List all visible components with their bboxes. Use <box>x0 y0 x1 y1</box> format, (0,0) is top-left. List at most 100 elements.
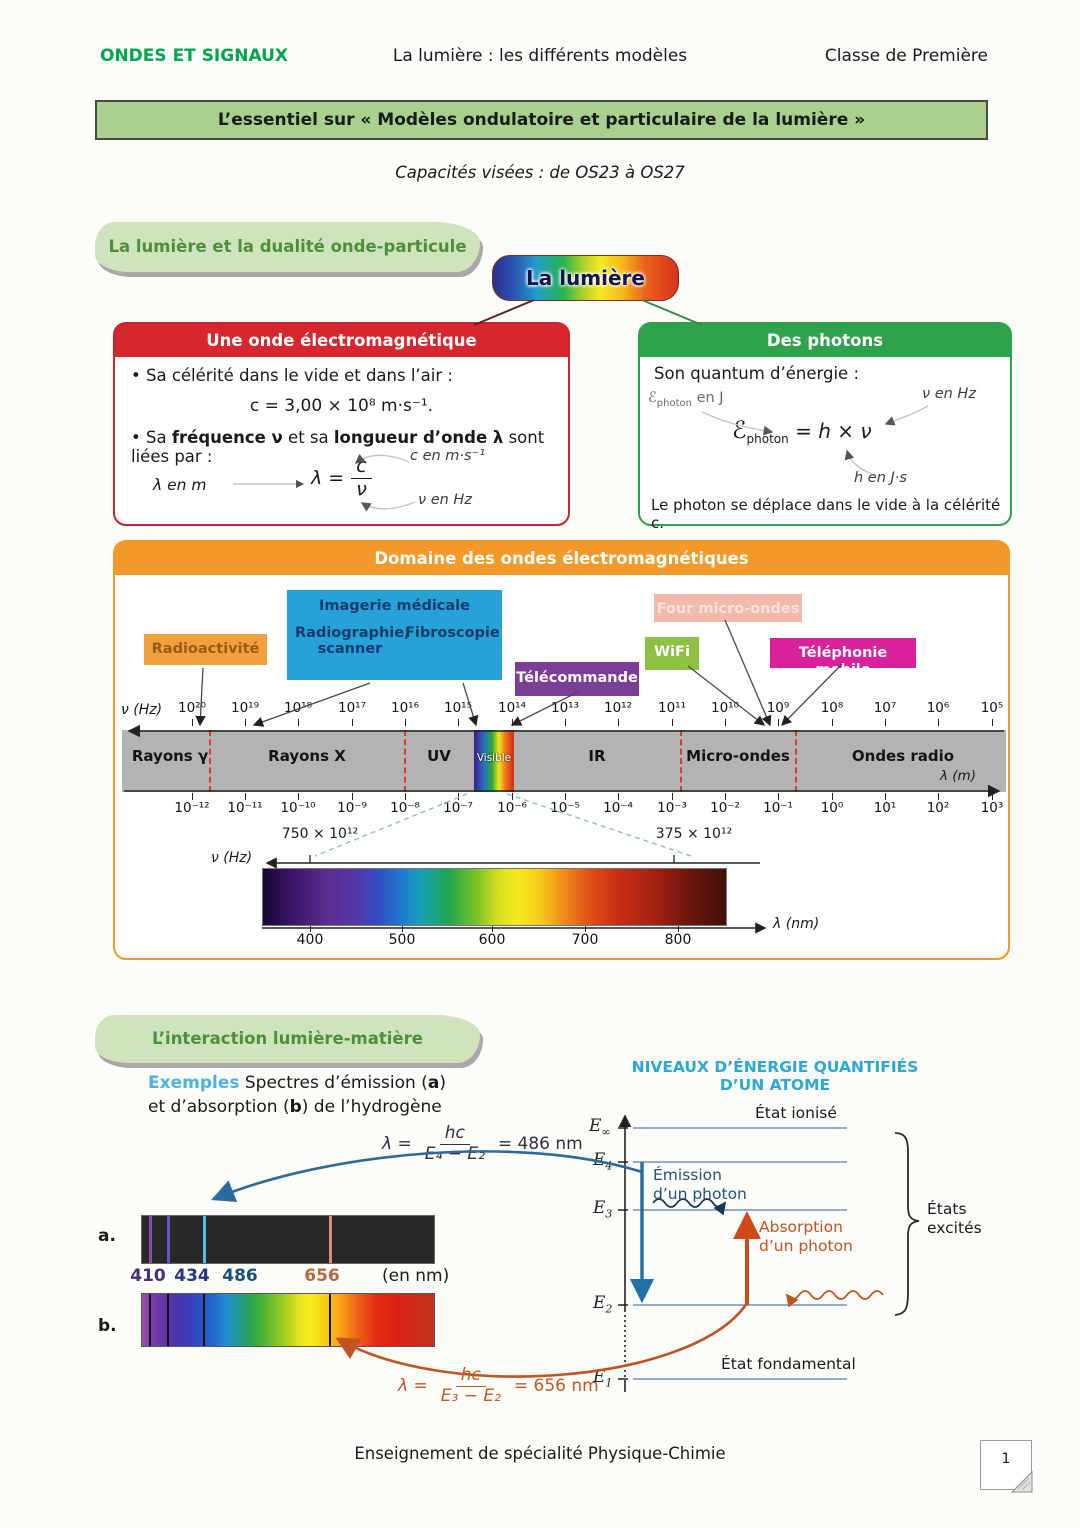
band-micro-ondes: Micro-ondes <box>686 747 790 765</box>
band-uv: UV <box>427 747 451 765</box>
freq-tick: 10⁶ <box>913 700 963 726</box>
freq-axis-label: ν (Hz) <box>121 702 163 718</box>
level-e1: E1 <box>593 1367 613 1390</box>
zoom-wl-tick: 700 <box>560 926 610 948</box>
level-e-inf: E∞ <box>589 1116 611 1139</box>
spectrum-a-label: a. <box>98 1226 116 1246</box>
freq-tick: 10¹⁷ <box>327 700 377 726</box>
emission-formula: λ = hc E₄ − E₂ = 486 nm <box>382 1123 583 1164</box>
section1-heading: La lumière et la dualité onde-particule <box>95 222 480 272</box>
photon-outro: Le photon se déplace dans le vide à la c… <box>651 496 1001 532</box>
wave-relation-text: • Sa fréquence ν et sa longueur d’onde λ… <box>131 428 545 466</box>
wave-card: Une onde électromagnétique • Sa célérité… <box>113 322 570 526</box>
freq-tick: 10⁸ <box>807 700 857 726</box>
zoom-wl-tick: 600 <box>467 926 517 948</box>
photon-energy-unit: ℰphoton en J <box>648 390 724 409</box>
absorption-formula-lhs: λ = <box>398 1376 428 1397</box>
header-center: La lumière : les différents modèles <box>392 46 688 66</box>
band-ir: IR <box>588 747 606 765</box>
section2-heading: L’interaction lumière-matière <box>95 1015 480 1063</box>
wl-tick: 10⁻⁴ <box>593 793 643 816</box>
level-e2: E2 <box>593 1293 613 1316</box>
header-left: ONDES ET SIGNAUX <box>100 46 288 66</box>
tag-wifi: WiFi <box>645 637 699 670</box>
wl-tick: 10⁻² <box>700 793 750 816</box>
emission-spectrum <box>141 1215 435 1264</box>
zoom-freq-axis-label: ν (Hz) <box>211 850 253 866</box>
absorption-line-434 <box>167 1294 169 1346</box>
energy-title: NIVEAUX D’ÉNERGIE QUANTIFIÉS D’UN ATOME <box>631 1058 919 1094</box>
wl-label-410: 410 <box>130 1266 166 1286</box>
wl-unit-label: (en nm) <box>382 1266 450 1286</box>
freq-tick: 10¹⁹ <box>220 700 270 726</box>
wl-tick: 10⁻¹¹ <box>220 793 270 816</box>
zoom-wl-tick: 400 <box>285 926 335 948</box>
tag-radioactivite: Radioactivité <box>144 634 267 665</box>
zoom-wl-axis-label: λ (nm) <box>773 916 820 932</box>
photon-nu-unit: ν en Hz <box>922 386 976 402</box>
band-separator <box>680 730 682 792</box>
freq-tick: 10¹³ <box>540 700 590 726</box>
wl-label-486: 486 <box>222 1266 258 1286</box>
wl-tick: 10⁻⁶ <box>487 793 537 816</box>
em-band: Rayons γ Rayons X UV Visible IR Micro-on… <box>122 730 1006 792</box>
header-right: Classe de Première <box>824 46 988 66</box>
emission-formula-fraction: hc E₄ − E₂ <box>424 1123 485 1164</box>
wl-tick: 10⁻¹² <box>167 793 217 816</box>
freq-tick: 10⁷ <box>860 700 910 726</box>
freq-tick: 10¹⁰ <box>700 700 750 726</box>
title-banner: L’essentiel sur « Modèles ondulatoire et… <box>95 100 988 140</box>
photon-card: Des photons Son quantum d’énergie : ℰpho… <box>638 322 1012 532</box>
band-ondes-radio: Ondes radio <box>851 747 955 765</box>
band-separator <box>209 730 211 792</box>
wave-celerity-text: • Sa célérité dans le vide et dans l’air… <box>131 366 453 385</box>
freq-tick: 10¹¹ <box>647 700 697 726</box>
wl-tick: 10² <box>913 793 963 816</box>
energy-diagram: NIVEAUX D’ÉNERGIE QUANTIFIÉS D’UN ATOME <box>575 1052 1025 1427</box>
zoom-wl-tick: 500 <box>377 926 427 948</box>
band-separator <box>404 730 406 792</box>
photon-formula: ℰphoton = h × ν <box>732 416 872 446</box>
wl-tick: 10⁻¹ <box>753 793 803 816</box>
freq-tick: 10¹⁴ <box>487 700 537 726</box>
level-e3: E3 <box>593 1198 613 1221</box>
subtitle: Capacités visées : de OS23 à OS27 <box>395 163 685 182</box>
emission-label: Émission d’un photon <box>653 1166 747 1203</box>
absorption-formula-result: = 656 nm <box>513 1376 599 1397</box>
wl-tick: 10⁻⁸ <box>380 793 430 816</box>
lambda-unit-label: λ en m <box>153 476 207 494</box>
tag-four-micro-ondes: Four micro-ondes <box>654 594 802 622</box>
c-unit-label: c en m·s⁻¹ <box>410 448 486 464</box>
wave-formula-num: c <box>351 455 372 479</box>
freq-tick: 10¹⁶ <box>380 700 430 726</box>
photon-intro: Son quantum d’énergie : <box>654 364 860 383</box>
wl-label-434: 434 <box>174 1266 210 1286</box>
freq-tick: 10²⁰ <box>167 700 217 726</box>
ionized-state-label: État ionisé <box>755 1104 837 1122</box>
band-visible-strip: Visible <box>474 730 514 792</box>
light-node: La lumière <box>492 255 679 301</box>
freq-tick: 10¹⁵ <box>433 700 483 726</box>
excited-states-label: États excités <box>927 1200 982 1238</box>
band-rayons-gamma: Rayons γ <box>131 747 209 765</box>
absorption-label: Absorption d’un photon <box>759 1218 853 1255</box>
photon-card-title: Des photons <box>640 324 1010 357</box>
absorption-formula-fraction: hc E₃ − E₂ <box>440 1365 501 1406</box>
absorption-line-410 <box>149 1294 151 1346</box>
wl-tick: 10⁻⁵ <box>540 793 590 816</box>
emission-formula-lhs: λ = <box>382 1134 412 1155</box>
wl-label-656: 656 <box>304 1266 340 1286</box>
band-visible-label: Visible <box>476 752 512 764</box>
zoom-freq-left: 750 × 10¹² <box>281 826 359 842</box>
tag-fibroscopie: Fibroscopie <box>405 624 500 641</box>
wl-tick: 10⁻⁹ <box>327 793 377 816</box>
wl-tick: 10¹ <box>860 793 910 816</box>
zoom-spectrum-bar <box>262 868 727 926</box>
absorption-line-486 <box>203 1294 205 1346</box>
page-fold-icon <box>1010 1470 1033 1493</box>
examples-text: Exemples Spectres d’émission (a) et d’ab… <box>148 1073 446 1117</box>
footer-text: Enseignement de spécialité Physique-Chim… <box>354 1444 726 1463</box>
tag-imagerie-medicale: Imagerie médicale Radiographie, scanner … <box>287 590 502 680</box>
